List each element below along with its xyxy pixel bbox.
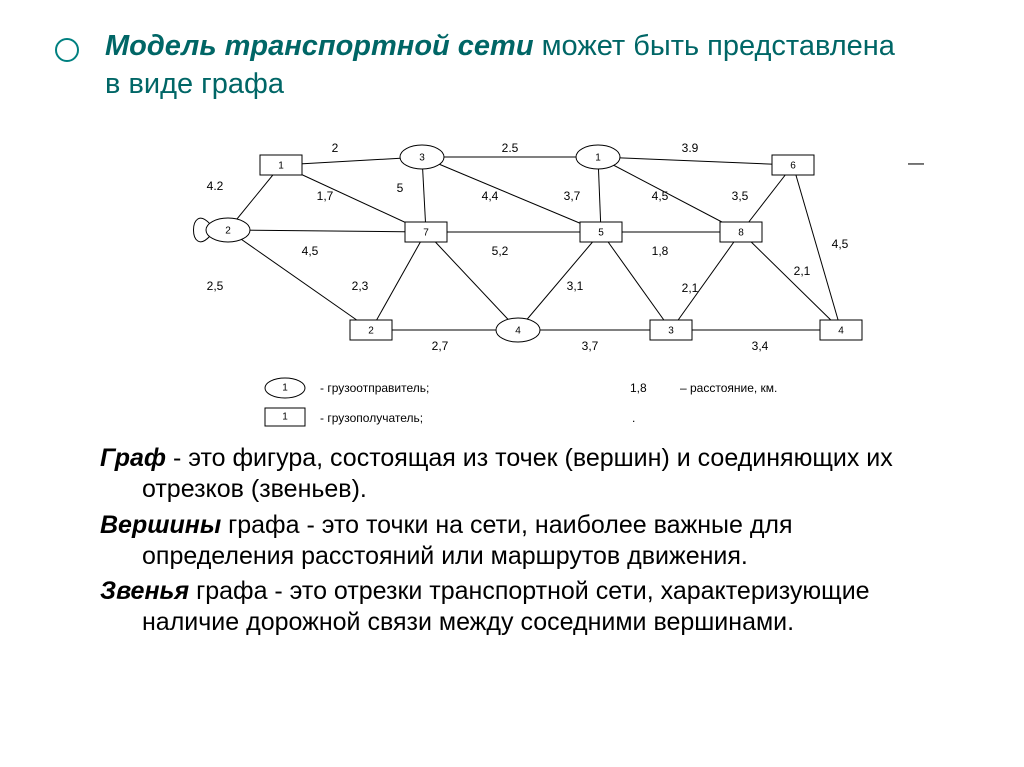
term-edges: Звенья bbox=[100, 577, 189, 605]
edge-weight: 4,4 bbox=[482, 189, 499, 203]
p2-rest: графа - это точки на сети, наиболее важн… bbox=[142, 511, 793, 570]
term-vertices: Вершины bbox=[100, 511, 221, 539]
node-label: 2 bbox=[225, 226, 231, 237]
node-label: 4 bbox=[838, 326, 844, 337]
term-graph: Граф bbox=[100, 444, 166, 472]
edge-weight: 3,4 bbox=[752, 339, 769, 353]
graph-edge bbox=[228, 230, 371, 330]
node-label: 8 bbox=[738, 228, 744, 239]
title-emph: Модель транспортной сети bbox=[105, 30, 534, 62]
legend-receiver-node: 1 bbox=[282, 412, 288, 423]
network-diagram: 1 3 1 6 2 7 5 8 2 4 3 4 2 2.5 3.9 4.2 1,7 5 4,4 3,7 4,5 3,5 4… bbox=[160, 130, 920, 430]
graph-edge bbox=[281, 165, 426, 232]
legend-dot: . bbox=[632, 411, 635, 425]
edge-weight: 3.9 bbox=[682, 141, 699, 155]
legend-receiver-text: - грузополучатель; bbox=[320, 411, 423, 425]
edge-weight: 4,5 bbox=[302, 244, 319, 258]
node-label: 6 bbox=[790, 161, 796, 172]
graph-edge bbox=[228, 230, 426, 232]
edge-weight: 3,5 bbox=[732, 189, 749, 203]
edge-weight: 4.2 bbox=[207, 179, 224, 193]
node-label: 1 bbox=[278, 161, 284, 172]
node-label: 3 bbox=[419, 153, 425, 164]
edge-weight: 1,7 bbox=[317, 189, 334, 203]
graph-edge bbox=[371, 232, 426, 330]
edge-weight: 3,7 bbox=[564, 189, 581, 203]
node-label: 1 bbox=[595, 153, 601, 164]
graph-edge bbox=[741, 232, 841, 330]
edge-weight: 5,2 bbox=[492, 244, 509, 258]
graph-edge bbox=[598, 157, 793, 165]
node-label: 2 bbox=[368, 326, 374, 337]
legend-sender-node: 1 bbox=[282, 383, 288, 394]
legend-distance-value: 1,8 bbox=[630, 381, 647, 395]
edge-weight: 2,5 bbox=[207, 279, 224, 293]
edge-weight: 2,7 bbox=[432, 339, 449, 353]
edge-weight: 5 bbox=[397, 181, 404, 195]
edge-weight: 2,1 bbox=[794, 264, 811, 278]
node-label: 4 bbox=[515, 326, 521, 337]
edge-weight: 4,5 bbox=[652, 189, 669, 203]
edge-weight: 2,3 bbox=[352, 279, 369, 293]
edge-weight: 2,1 bbox=[682, 281, 699, 295]
bullet-icon bbox=[55, 38, 79, 62]
graph-edge bbox=[518, 232, 601, 330]
edge-weight: 2 bbox=[332, 141, 339, 155]
page-title: Модель транспортной сети может быть пред… bbox=[105, 28, 905, 103]
edge-weight: 4,5 bbox=[832, 237, 849, 251]
edge-weight: 3,7 bbox=[582, 339, 599, 353]
edge-weight: 1,8 bbox=[652, 244, 669, 258]
graph-edge bbox=[598, 157, 741, 232]
edge-weight: 2.5 bbox=[502, 141, 519, 155]
legend-sender-text: - грузоотправитель; bbox=[320, 381, 429, 395]
legend-distance-text: – расстояние, км. bbox=[680, 381, 777, 395]
node-label: 7 bbox=[423, 228, 429, 239]
node-label: 5 bbox=[598, 228, 604, 239]
node-label: 3 bbox=[668, 326, 674, 337]
p1-rest: - это фигура, состоящая из точек (вершин… bbox=[142, 444, 893, 503]
body-text: Граф - это фигура, состоящая из точек (в… bbox=[100, 443, 920, 643]
p3-rest: графа - это отрезки транспортной сети, х… bbox=[142, 577, 870, 636]
edge-weight: 3,1 bbox=[567, 279, 584, 293]
